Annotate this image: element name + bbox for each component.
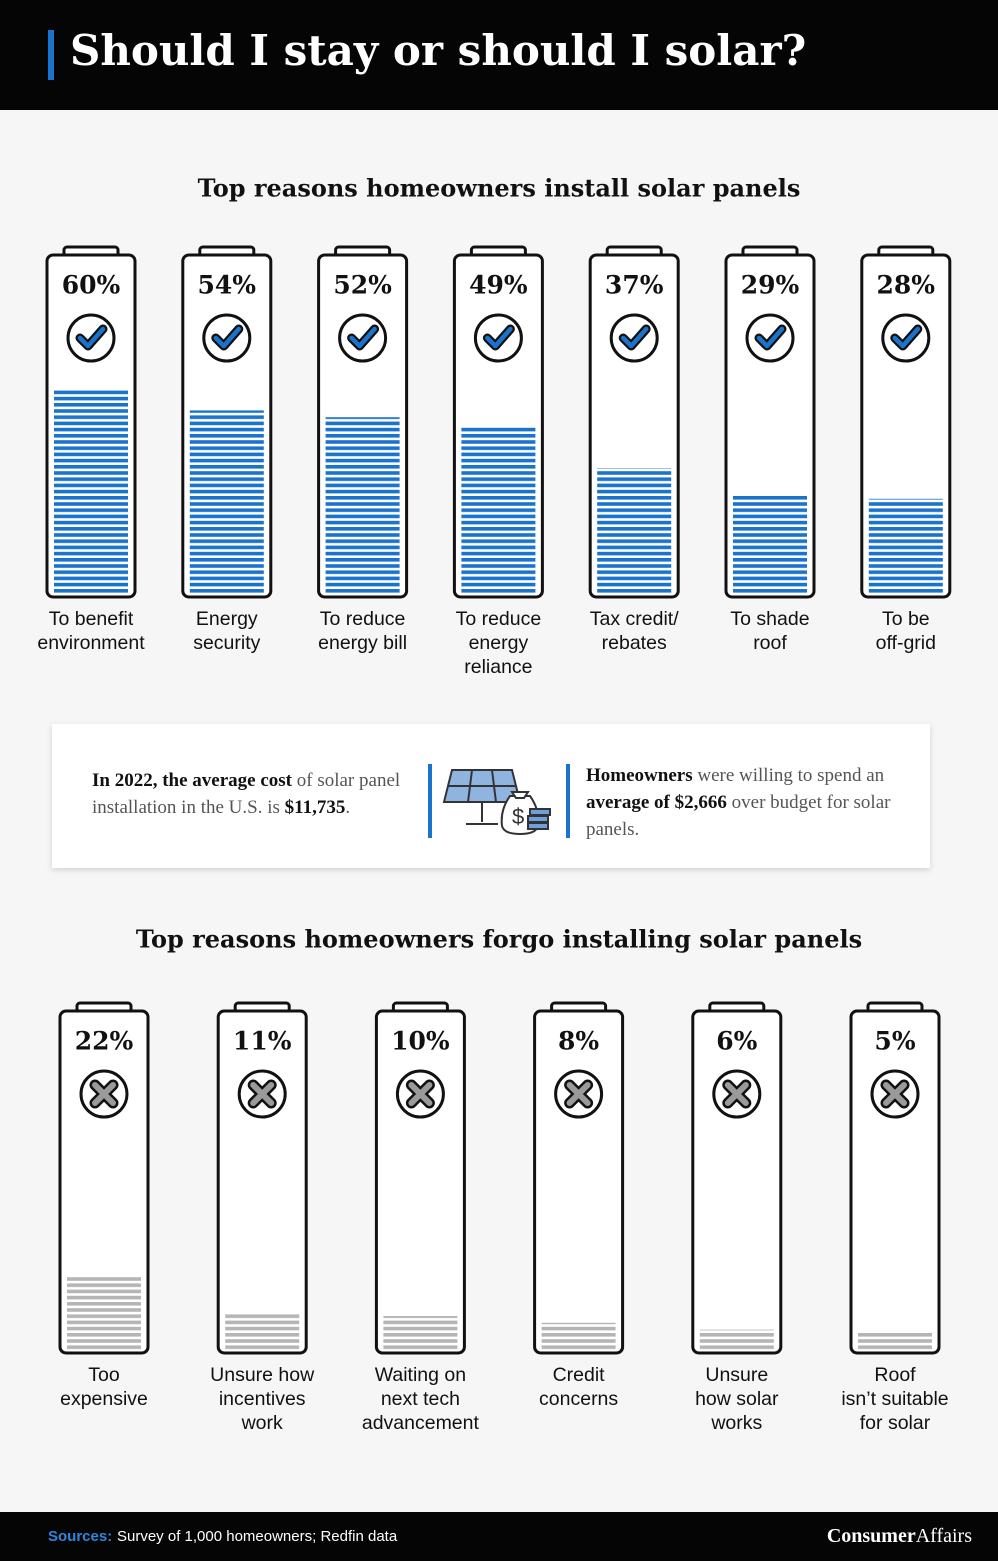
category-label: Unsure how incentives work: [210, 1364, 315, 1434]
battery: [374, 1009, 466, 1355]
category-label: Waiting on next tech advancement: [361, 1364, 479, 1434]
bar: [733, 495, 807, 594]
value-label: 29%: [741, 271, 800, 300]
logo-text: Consumer: [826, 1525, 916, 1547]
value-label: 8%: [558, 1027, 599, 1056]
bar: [541, 1322, 616, 1350]
bar: [189, 410, 264, 594]
category-label: Tax credit/ rebates: [589, 608, 679, 654]
value-label: 52%: [333, 271, 392, 300]
value-label: 60%: [62, 271, 121, 300]
chart-title: Top reasons homeowners install solar pan…: [198, 174, 801, 203]
title-accent: [48, 30, 54, 80]
bar: [67, 1275, 141, 1350]
bar: [325, 417, 400, 594]
value-label: 22%: [75, 1027, 134, 1056]
chart-title: Top reasons homeowners forgo installing …: [136, 925, 862, 954]
value-label: 11%: [233, 1027, 292, 1056]
value-label: 49%: [469, 271, 528, 300]
value-label: 5%: [874, 1027, 915, 1056]
check-icon: [756, 326, 785, 349]
bar: [225, 1312, 300, 1350]
value-label: 54%: [198, 271, 257, 300]
category-label: Unsure how solar works: [695, 1364, 779, 1434]
battery: [849, 1009, 941, 1355]
bar: [868, 498, 943, 594]
bar: [383, 1316, 458, 1350]
info-text: over budget for solar panels.: [586, 792, 891, 840]
sources: Survey of 1,000 homeowners; Redfin data: [117, 1528, 398, 1545]
cross-icon: [408, 1082, 433, 1106]
value-label: 10%: [391, 1027, 450, 1056]
check-icon: [892, 326, 921, 349]
bar: [461, 427, 536, 594]
info-text: In 2022, the average cost: [92, 770, 292, 791]
info-text: average of $2,666: [586, 792, 727, 813]
bar: [597, 468, 672, 594]
check-icon: [213, 326, 242, 349]
check-icon: [620, 326, 649, 349]
cross-icon: [250, 1082, 275, 1106]
check-icon: [485, 326, 513, 349]
info-box: In 2022, the average cost of solar panel…: [52, 724, 930, 868]
divider: [566, 764, 570, 838]
category-label: To reduce energy bill: [318, 608, 408, 654]
category-label: To benefit environment: [37, 608, 145, 654]
category-label: To shade roof: [730, 608, 810, 654]
footer: Sources: Survey of 1,000 homeowners; Red…: [0, 1512, 998, 1561]
check-icon: [349, 326, 377, 349]
bar: [858, 1333, 932, 1350]
cross-icon: [92, 1082, 116, 1106]
bar: [699, 1329, 774, 1350]
header: Should I stay or should I solar?: [0, 0, 998, 110]
value-label: 28%: [877, 271, 936, 300]
cross-icon: [724, 1082, 749, 1106]
solar-icon: $: [442, 769, 551, 836]
sources-label: Sources:: [48, 1528, 113, 1545]
category-label: To reduce energy reliance: [455, 608, 542, 678]
info-text: $11,735: [284, 797, 346, 818]
info-text: were willing to spend an: [692, 765, 885, 786]
category-label: Too expensive: [60, 1364, 148, 1410]
svg-text:$: $: [512, 804, 524, 829]
cross-icon: [566, 1082, 591, 1106]
category-label: Credit concerns: [539, 1364, 619, 1410]
check-icon: [77, 326, 106, 349]
info-left: In 2022, the average cost of solar panel…: [92, 767, 412, 821]
cross-icon: [883, 1082, 907, 1106]
battery: [216, 1009, 308, 1355]
info-text: of solar panel installation in the U.S. …: [92, 770, 401, 818]
value-label: 6%: [716, 1027, 757, 1056]
category-label: Energy security: [193, 608, 261, 654]
bar: [54, 390, 128, 594]
divider: [428, 764, 432, 838]
info-right: Homeowners were willing to spend an aver…: [586, 762, 906, 843]
battery: [533, 1009, 625, 1355]
value-label: 37%: [605, 271, 664, 300]
category-label: To be off-grid: [875, 608, 936, 654]
info-text: .: [345, 797, 351, 818]
logo: ConsumerAffairs: [827, 1525, 972, 1548]
logo-text: Affairs: [915, 1525, 972, 1547]
battery: [691, 1009, 783, 1355]
info-text: Homeowners: [586, 765, 693, 786]
page-title: Should I stay or should I solar?: [70, 26, 807, 75]
category-label: Roof isn’t suitable for solar: [841, 1364, 949, 1434]
